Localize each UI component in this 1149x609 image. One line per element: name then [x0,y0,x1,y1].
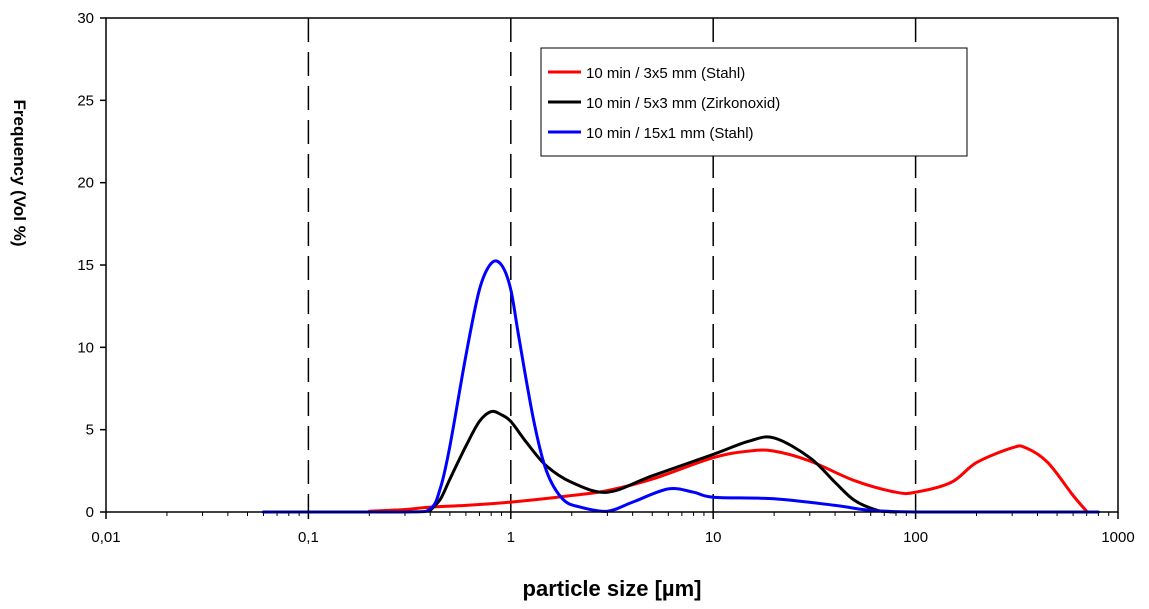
x-tick-label: 10 [705,529,722,546]
legend-label-2: 10 min / 5x3 mm (Zirkonoxid) [586,95,780,112]
series-line-3 [262,259,1100,514]
x-tick-label: 1 [507,529,515,546]
y-tick-label: 10 [77,339,94,356]
legend: 10 min / 3x5 mm (Stahl) 10 min / 5x3 mm (… [540,47,968,157]
y-tick-label: 25 [77,92,94,109]
series-lines [262,259,1100,514]
legend-label-3: 10 min / 15x1 mm (Stahl) [586,125,754,142]
x-tick-label: 100 [903,529,928,546]
x-tick-label: 1000 [1101,529,1134,546]
x-axis-title: particle size [µm] [523,576,702,601]
y-tick-label: 5 [86,422,94,439]
series-line-2 [428,409,898,514]
y-tick-label: 0 [86,504,94,521]
legend-box [540,47,968,157]
y-tick-label: 30 [77,10,94,27]
y-tick-label: 15 [77,257,94,274]
plot-frame [105,17,1119,513]
y-tick-label: 20 [77,175,94,192]
y-axis-title: Frequency (Vol %) [10,99,29,246]
legend-label-1: 10 min / 3x5 mm (Stahl) [586,65,745,82]
x-tick-label: 0,01 [91,529,120,546]
series-line-1 [367,444,1089,513]
x-tick-label: 0,1 [298,529,319,546]
